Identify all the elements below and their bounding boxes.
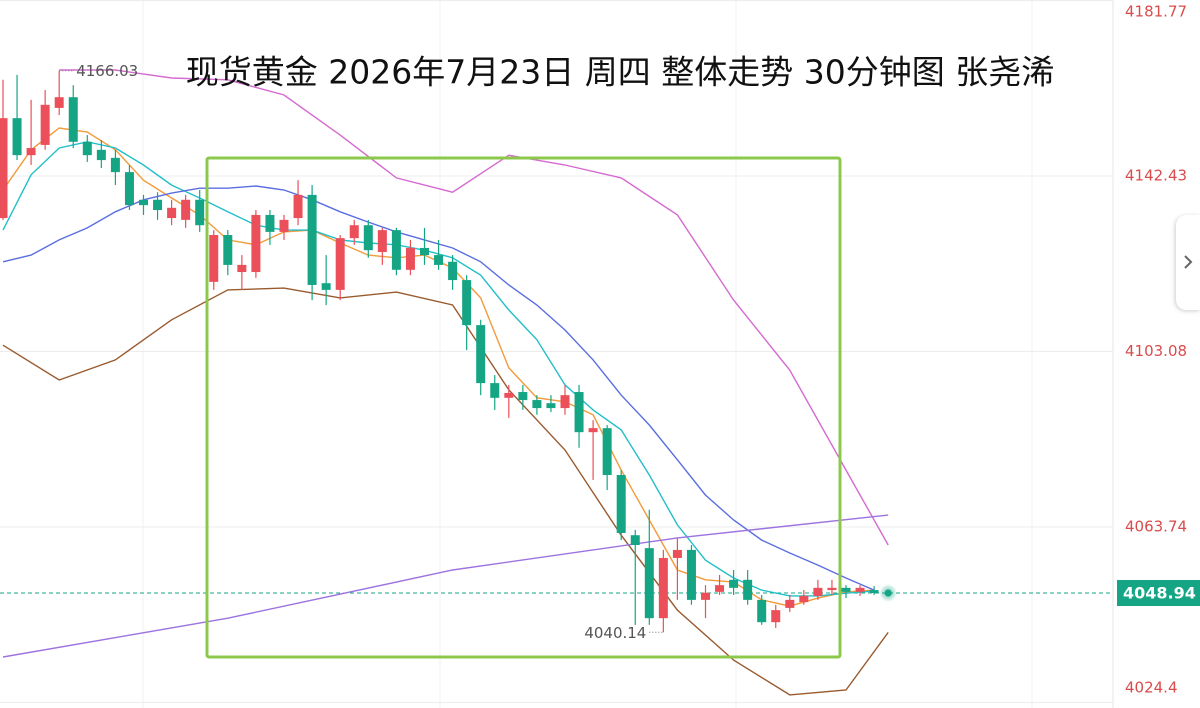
candle-body <box>616 474 626 533</box>
candle-body <box>743 579 753 600</box>
candle-body <box>237 264 247 273</box>
candle-body <box>785 599 795 608</box>
current-price-dot <box>884 589 892 597</box>
candle-body <box>644 548 654 619</box>
indicator-line <box>2 287 889 696</box>
candle-body <box>771 610 781 623</box>
candle-body <box>588 428 598 433</box>
candle-body <box>110 157 120 173</box>
candle-body <box>139 199 148 206</box>
candle-body <box>701 592 710 600</box>
candle-body <box>82 141 92 156</box>
candle-body <box>434 255 444 265</box>
candle-body <box>391 230 401 270</box>
candle-body <box>799 595 809 603</box>
candle-body <box>209 235 219 282</box>
candle-body <box>279 219 289 232</box>
candle-body <box>658 557 668 619</box>
candle-body <box>420 247 429 256</box>
candle-body <box>405 247 415 270</box>
candle-body <box>54 97 64 108</box>
high-label: 4166.03 <box>76 62 138 80</box>
candle-body <box>630 535 640 546</box>
candle-body <box>757 599 767 623</box>
candle-body <box>349 225 359 239</box>
current-price-box <box>1117 580 1200 607</box>
candle-body <box>490 383 500 398</box>
candle-body <box>124 172 134 206</box>
indicator-lines <box>2 69 889 696</box>
y-tick-label: 4103.08 <box>1125 342 1187 360</box>
candle-body <box>26 148 36 156</box>
candle-body <box>462 280 472 326</box>
candle-body <box>293 194 303 219</box>
candles <box>0 70 879 633</box>
candle-body <box>546 403 556 409</box>
candle-body <box>729 579 739 588</box>
candle-body <box>68 97 78 142</box>
candle-body <box>869 590 879 594</box>
current-price-label: 4048.94 <box>1123 584 1196 603</box>
highlight-box <box>205 156 842 659</box>
candle-body <box>251 214 261 273</box>
candle-body <box>518 392 528 401</box>
side-button-bg[interactable] <box>1176 215 1200 310</box>
candle-body <box>307 194 317 285</box>
y-tick-label: 4063.74 <box>1125 517 1187 535</box>
candle-body <box>153 199 163 211</box>
candle-body <box>223 235 233 265</box>
y-tick-label: 4181.77 <box>1125 3 1187 21</box>
candle-body <box>167 207 177 219</box>
candle-body <box>504 392 514 398</box>
candle-body <box>12 118 22 156</box>
candle-body <box>686 549 696 600</box>
candle-body <box>476 325 486 384</box>
chart-title: 现货黄金 2026年7月23日 周四 整体走势 30分钟图 张尧浠 <box>186 53 1054 92</box>
grid <box>0 0 1113 703</box>
candle-body <box>715 585 725 592</box>
candle-body <box>532 400 542 409</box>
candle-body <box>602 428 612 475</box>
candle-body <box>335 238 345 290</box>
candle-body <box>321 283 331 290</box>
candle-body <box>265 214 275 232</box>
candle-body <box>560 395 570 409</box>
candle-body <box>448 261 458 281</box>
candle-body <box>672 549 682 558</box>
candle-body <box>827 587 837 591</box>
candle-body <box>96 149 106 161</box>
y-tick-label: 4024.4 <box>1125 679 1178 697</box>
candle-body <box>195 199 205 226</box>
overlay: 4181.77 4142.43 4103.08 4063.74 4024.4 4166.0… <box>59 3 1200 697</box>
y-tick-label: 4142.43 <box>1125 167 1187 185</box>
side-toggle-button[interactable] <box>1176 215 1200 310</box>
candle-body <box>181 199 191 220</box>
candle-body <box>363 225 373 251</box>
candle-body <box>841 587 851 592</box>
low-label: 4040.14 <box>584 624 646 642</box>
candle-body <box>813 587 823 596</box>
candle-body <box>855 587 865 592</box>
candle-body <box>0 118 8 219</box>
candle-body <box>574 392 584 433</box>
indicator-line <box>59 69 889 546</box>
candle-body <box>40 104 50 145</box>
chevron-icon[interactable] <box>1184 255 1193 269</box>
indicator-line <box>2 514 889 658</box>
candle-body <box>377 230 387 252</box>
vertical-grid <box>142 0 1033 708</box>
